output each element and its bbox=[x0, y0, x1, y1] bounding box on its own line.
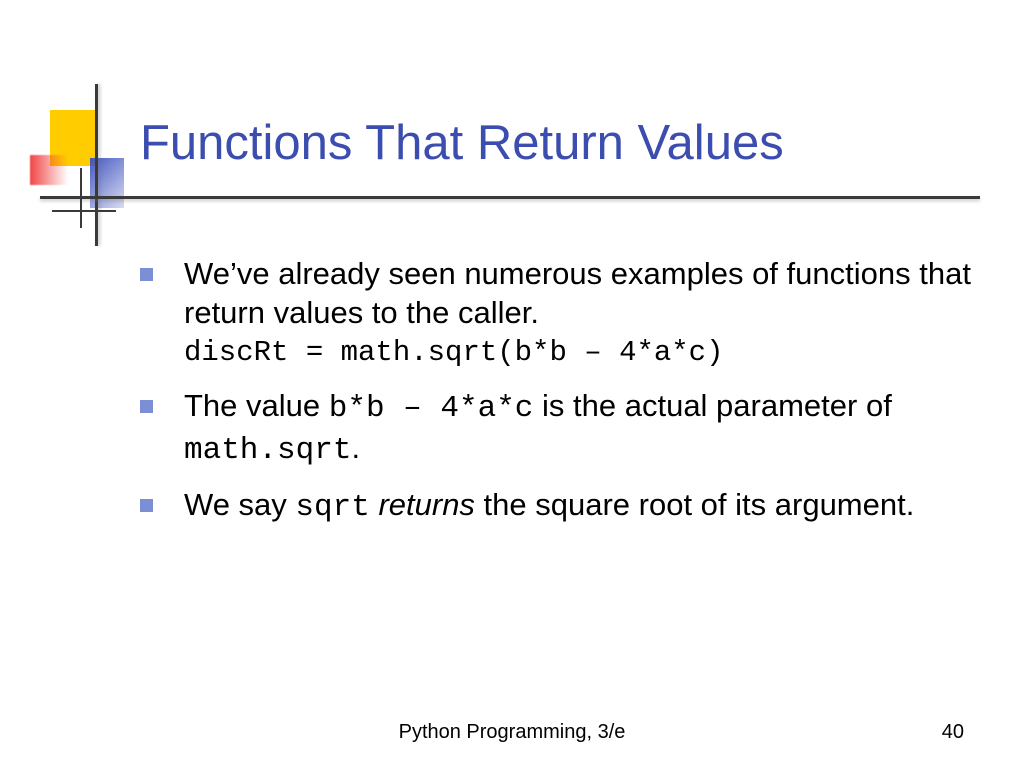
bullet-code-inline: sqrt bbox=[295, 490, 369, 525]
bullet-text: We bbox=[184, 256, 230, 291]
bullet-code: discRt = math.sqrt(b*b – 4*a*c) bbox=[184, 335, 980, 371]
bullet-list: We’ve already seen numerous examples of … bbox=[140, 255, 980, 528]
bullet-text: We say bbox=[184, 487, 295, 522]
bullet-italic: returns bbox=[378, 487, 474, 522]
bullet-text: ve already seen numerous examples of fun… bbox=[184, 256, 971, 330]
bullet-text: The value bbox=[184, 388, 329, 423]
slide-body: We’ve already seen numerous examples of … bbox=[140, 255, 980, 544]
decor-vertical-line-main bbox=[95, 84, 98, 246]
slide-title: Functions That Return Values bbox=[140, 115, 784, 171]
bullet-code-inline: math.sqrt bbox=[184, 433, 351, 468]
bullet-text: the square root of its argument. bbox=[475, 487, 914, 522]
bullet-code-inline: b*b – 4*a*c bbox=[329, 391, 534, 426]
decor-horizontal-line-main bbox=[40, 196, 980, 199]
bullet-text: . bbox=[351, 430, 360, 465]
decor-horizontal-line-small bbox=[52, 210, 116, 212]
list-item: We’ve already seen numerous examples of … bbox=[140, 255, 980, 371]
footer-text: Python Programming, 3/e bbox=[0, 721, 1024, 744]
list-item: The value b*b – 4*a*c is the actual para… bbox=[140, 387, 980, 471]
bullet-text: ’ bbox=[230, 256, 237, 291]
decor-vertical-line-small bbox=[80, 168, 82, 228]
bullet-text: is the actual parameter of bbox=[533, 388, 891, 423]
list-item: We say sqrt returns the square root of i… bbox=[140, 486, 980, 528]
decor-red-square bbox=[30, 155, 68, 185]
page-number: 40 bbox=[942, 721, 964, 744]
slide: Functions That Return Values We’ve alrea… bbox=[0, 0, 1024, 768]
